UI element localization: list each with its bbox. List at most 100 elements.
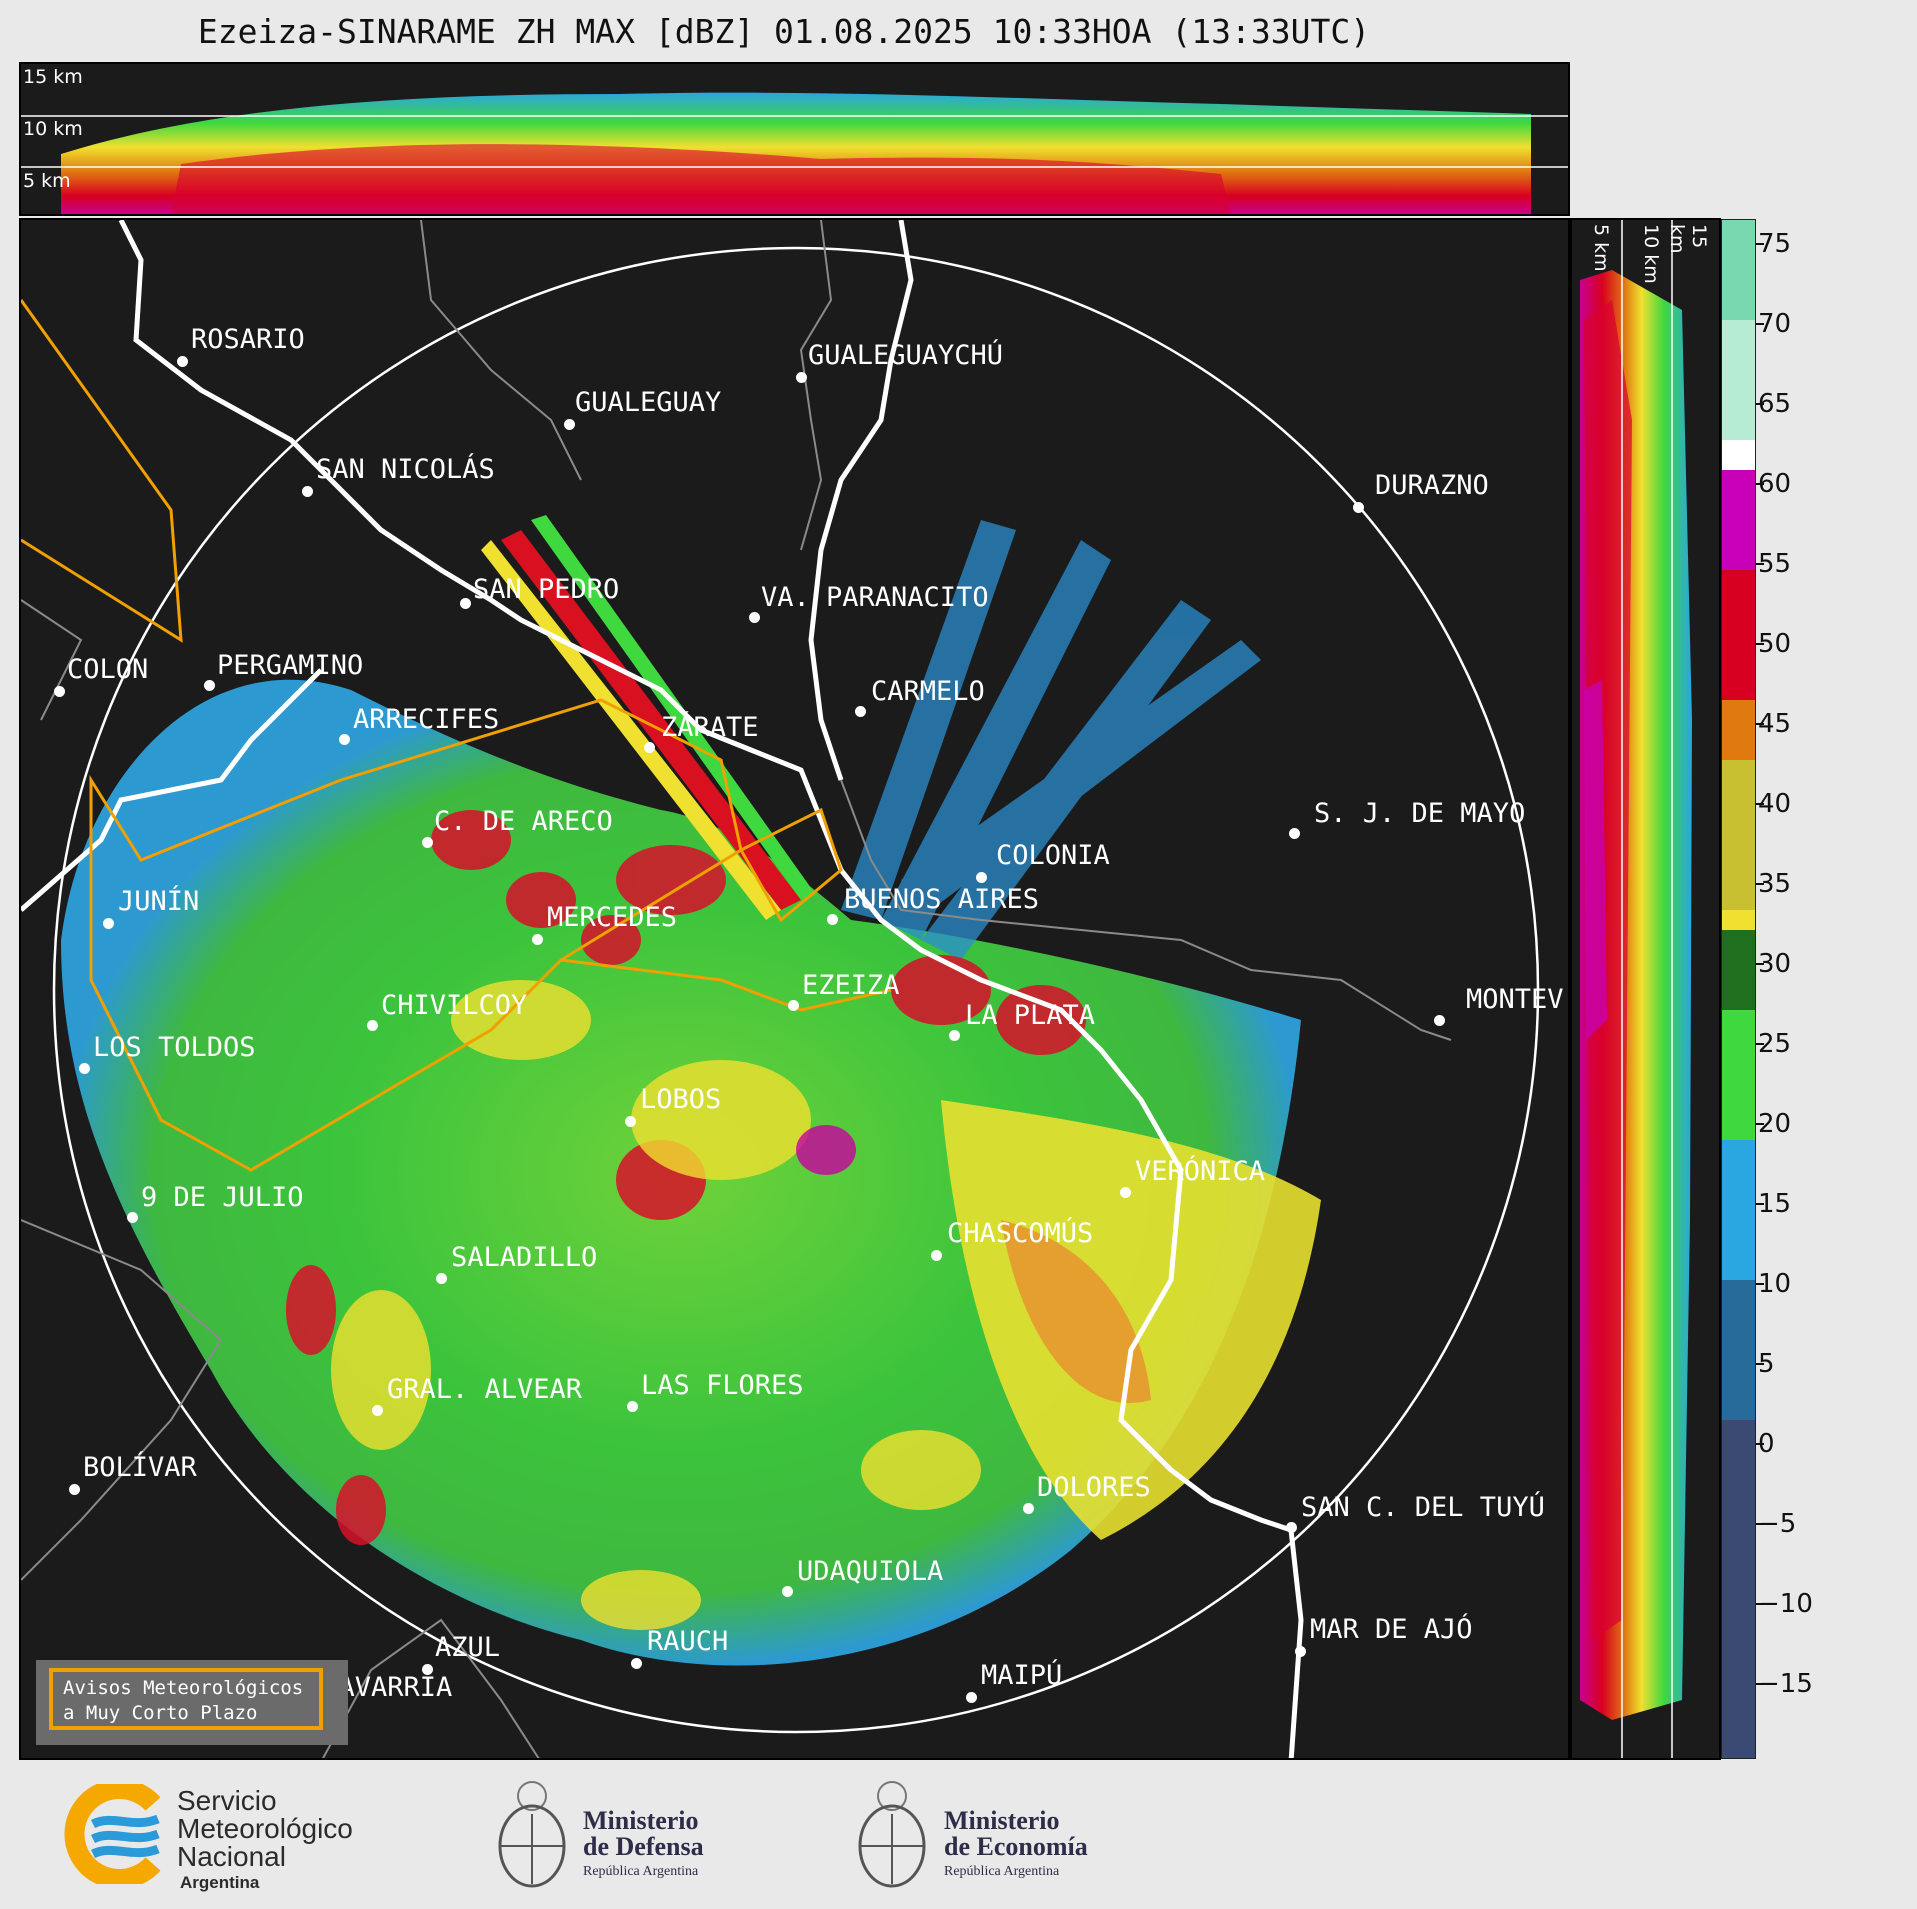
city-dot	[827, 914, 838, 925]
city-dot	[631, 1658, 642, 1669]
smn-logo-icon	[64, 1784, 161, 1884]
city-label: ARRECIFES	[353, 704, 500, 735]
city-label: ROSARIO	[191, 324, 305, 355]
colorbar	[1721, 219, 1756, 1759]
city-dot	[1289, 828, 1300, 839]
city-dot	[127, 1212, 138, 1223]
avisos-box: Avisos Meteorológicos a Muy Corto Plazo	[49, 1668, 323, 1730]
city-label: GUALEGUAY	[575, 387, 722, 418]
colorbar-tick-label: 5	[1758, 1349, 1775, 1379]
smn-name-line-4: Argentina	[180, 1873, 260, 1892]
city-label: GRAL. ALVEAR	[387, 1374, 583, 1405]
city-dot	[367, 1020, 378, 1031]
colorbar-tick-mark	[1756, 1283, 1764, 1285]
city-dot	[976, 872, 987, 883]
city-dot	[788, 1000, 799, 1011]
city-label: MERCEDES	[547, 902, 678, 933]
smn-name-line-1: Servicio	[177, 1785, 277, 1816]
colorbar-tick-mark	[1756, 883, 1764, 885]
city-dot	[177, 356, 188, 367]
city-label: SAN NICOLÁS	[316, 454, 495, 485]
colorbar-tick-mark	[1756, 243, 1764, 245]
city-dot	[302, 486, 313, 497]
smn-name-line-2: Meteorológico	[177, 1813, 353, 1844]
smn-name-line-3: Nacional	[177, 1841, 286, 1872]
colorbar-tick-mark	[1756, 563, 1764, 565]
defensa-line-3: República Argentina	[583, 1864, 699, 1879]
city-label: MAR DE AJÓ	[1310, 1614, 1473, 1645]
colorbar-tick-mark	[1756, 1683, 1764, 1685]
coat-of-arms-icon	[498, 1781, 566, 1888]
side-altitude-label-5km: 5 km	[1590, 224, 1612, 272]
colorbar-tick-label: −5	[1758, 1509, 1797, 1539]
city-dot	[54, 686, 65, 697]
city-dot	[796, 372, 807, 383]
city-label: RAUCH	[647, 1626, 729, 1657]
colorbar-tick-label: −10	[1758, 1589, 1813, 1619]
city-label: BOLÍVAR	[83, 1452, 197, 1483]
city-dot	[339, 734, 350, 745]
city-dot	[460, 598, 471, 609]
radar-map-panel[interactable]: ROSARIO GUALEGUAYCHÚ GUALEGUAY SAN NICOL…	[19, 218, 1570, 1760]
city-label: SAN C. DEL TUYÚ	[1301, 1492, 1545, 1523]
city-label: CHASCOMÚS	[947, 1218, 1094, 1249]
colorbar-tick-label: 75	[1758, 229, 1792, 259]
city-dot	[69, 1484, 80, 1495]
radar-reflectivity-map	[21, 220, 1540, 1758]
city-label: DOLORES	[1037, 1472, 1151, 1503]
colorbar-tick-label: 20	[1758, 1109, 1792, 1139]
city-dot	[204, 680, 215, 691]
city-dot	[644, 742, 655, 753]
city-label: AZUL	[435, 1632, 501, 1663]
city-label: EZEIZA	[802, 970, 900, 1001]
city-label: MAIPÚ	[981, 1660, 1063, 1691]
colorbar-tick-label: 15	[1758, 1189, 1792, 1219]
city-dot	[1120, 1187, 1131, 1198]
avisos-line-1: Avisos Meteorológicos	[63, 1677, 304, 1699]
colorbar-tick-mark	[1756, 483, 1764, 485]
top-cross-section-panel: 15 km 10 km 5 km	[19, 62, 1570, 216]
economia-line-1: Ministerio	[944, 1806, 1060, 1835]
city-dot	[949, 1030, 960, 1041]
city-label: 9 DE JULIO	[141, 1182, 304, 1213]
colorbar-tick-mark	[1756, 1203, 1764, 1205]
colorbar-tick-label: 0	[1758, 1429, 1775, 1459]
city-label: LA PLATA	[965, 1000, 1096, 1031]
city-dot	[931, 1250, 942, 1261]
side-altitude-label-15km: 15 km	[1666, 224, 1710, 254]
altitude-label-15km: 15 km	[23, 66, 83, 88]
colorbar-tick-mark	[1756, 1523, 1764, 1525]
city-dot	[1295, 1646, 1306, 1657]
colorbar-tick-mark	[1756, 1043, 1764, 1045]
colorbar-tick-label: 55	[1758, 549, 1792, 579]
city-dot	[372, 1405, 383, 1416]
city-dot	[627, 1401, 638, 1412]
altitude-label-10km: 10 km	[23, 118, 83, 140]
city-dot	[79, 1063, 90, 1074]
economia-line-3: República Argentina	[944, 1864, 1060, 1879]
colorbar-tick-mark	[1756, 963, 1764, 965]
side-altitude-label-10km: 10 km	[1640, 224, 1662, 284]
city-dot	[564, 419, 575, 430]
colorbar-tick-label: 45	[1758, 709, 1792, 739]
city-dot	[422, 1664, 433, 1675]
city-label: GUALEGUAYCHÚ	[808, 340, 1004, 371]
city-label: PERGAMINO	[217, 650, 364, 681]
defensa-line-2: de Defensa	[583, 1832, 704, 1861]
defensa-line-1: Ministerio	[583, 1806, 699, 1835]
city-dot	[103, 918, 114, 929]
city-dot	[1286, 1522, 1297, 1533]
avisos-button[interactable]: Avisos Meteorológicos a Muy Corto Plazo	[36, 1660, 348, 1745]
colorbar-tick-label: 70	[1758, 309, 1792, 339]
side-cross-section-image	[1580, 220, 1692, 1758]
city-label: COLONIA	[996, 840, 1110, 871]
city-dot	[532, 934, 543, 945]
colorbar-tick-label: 40	[1758, 789, 1792, 819]
city-label: CARMELO	[871, 676, 985, 707]
city-label: UDAQUIOLA	[797, 1556, 944, 1587]
city-label: COLON	[67, 654, 149, 685]
side-cross-section-panel: 5 km 10 km 15 km	[1570, 218, 1721, 1760]
city-dot	[625, 1116, 636, 1127]
city-label: LOS TOLDOS	[93, 1032, 256, 1063]
city-dot	[1023, 1503, 1034, 1514]
